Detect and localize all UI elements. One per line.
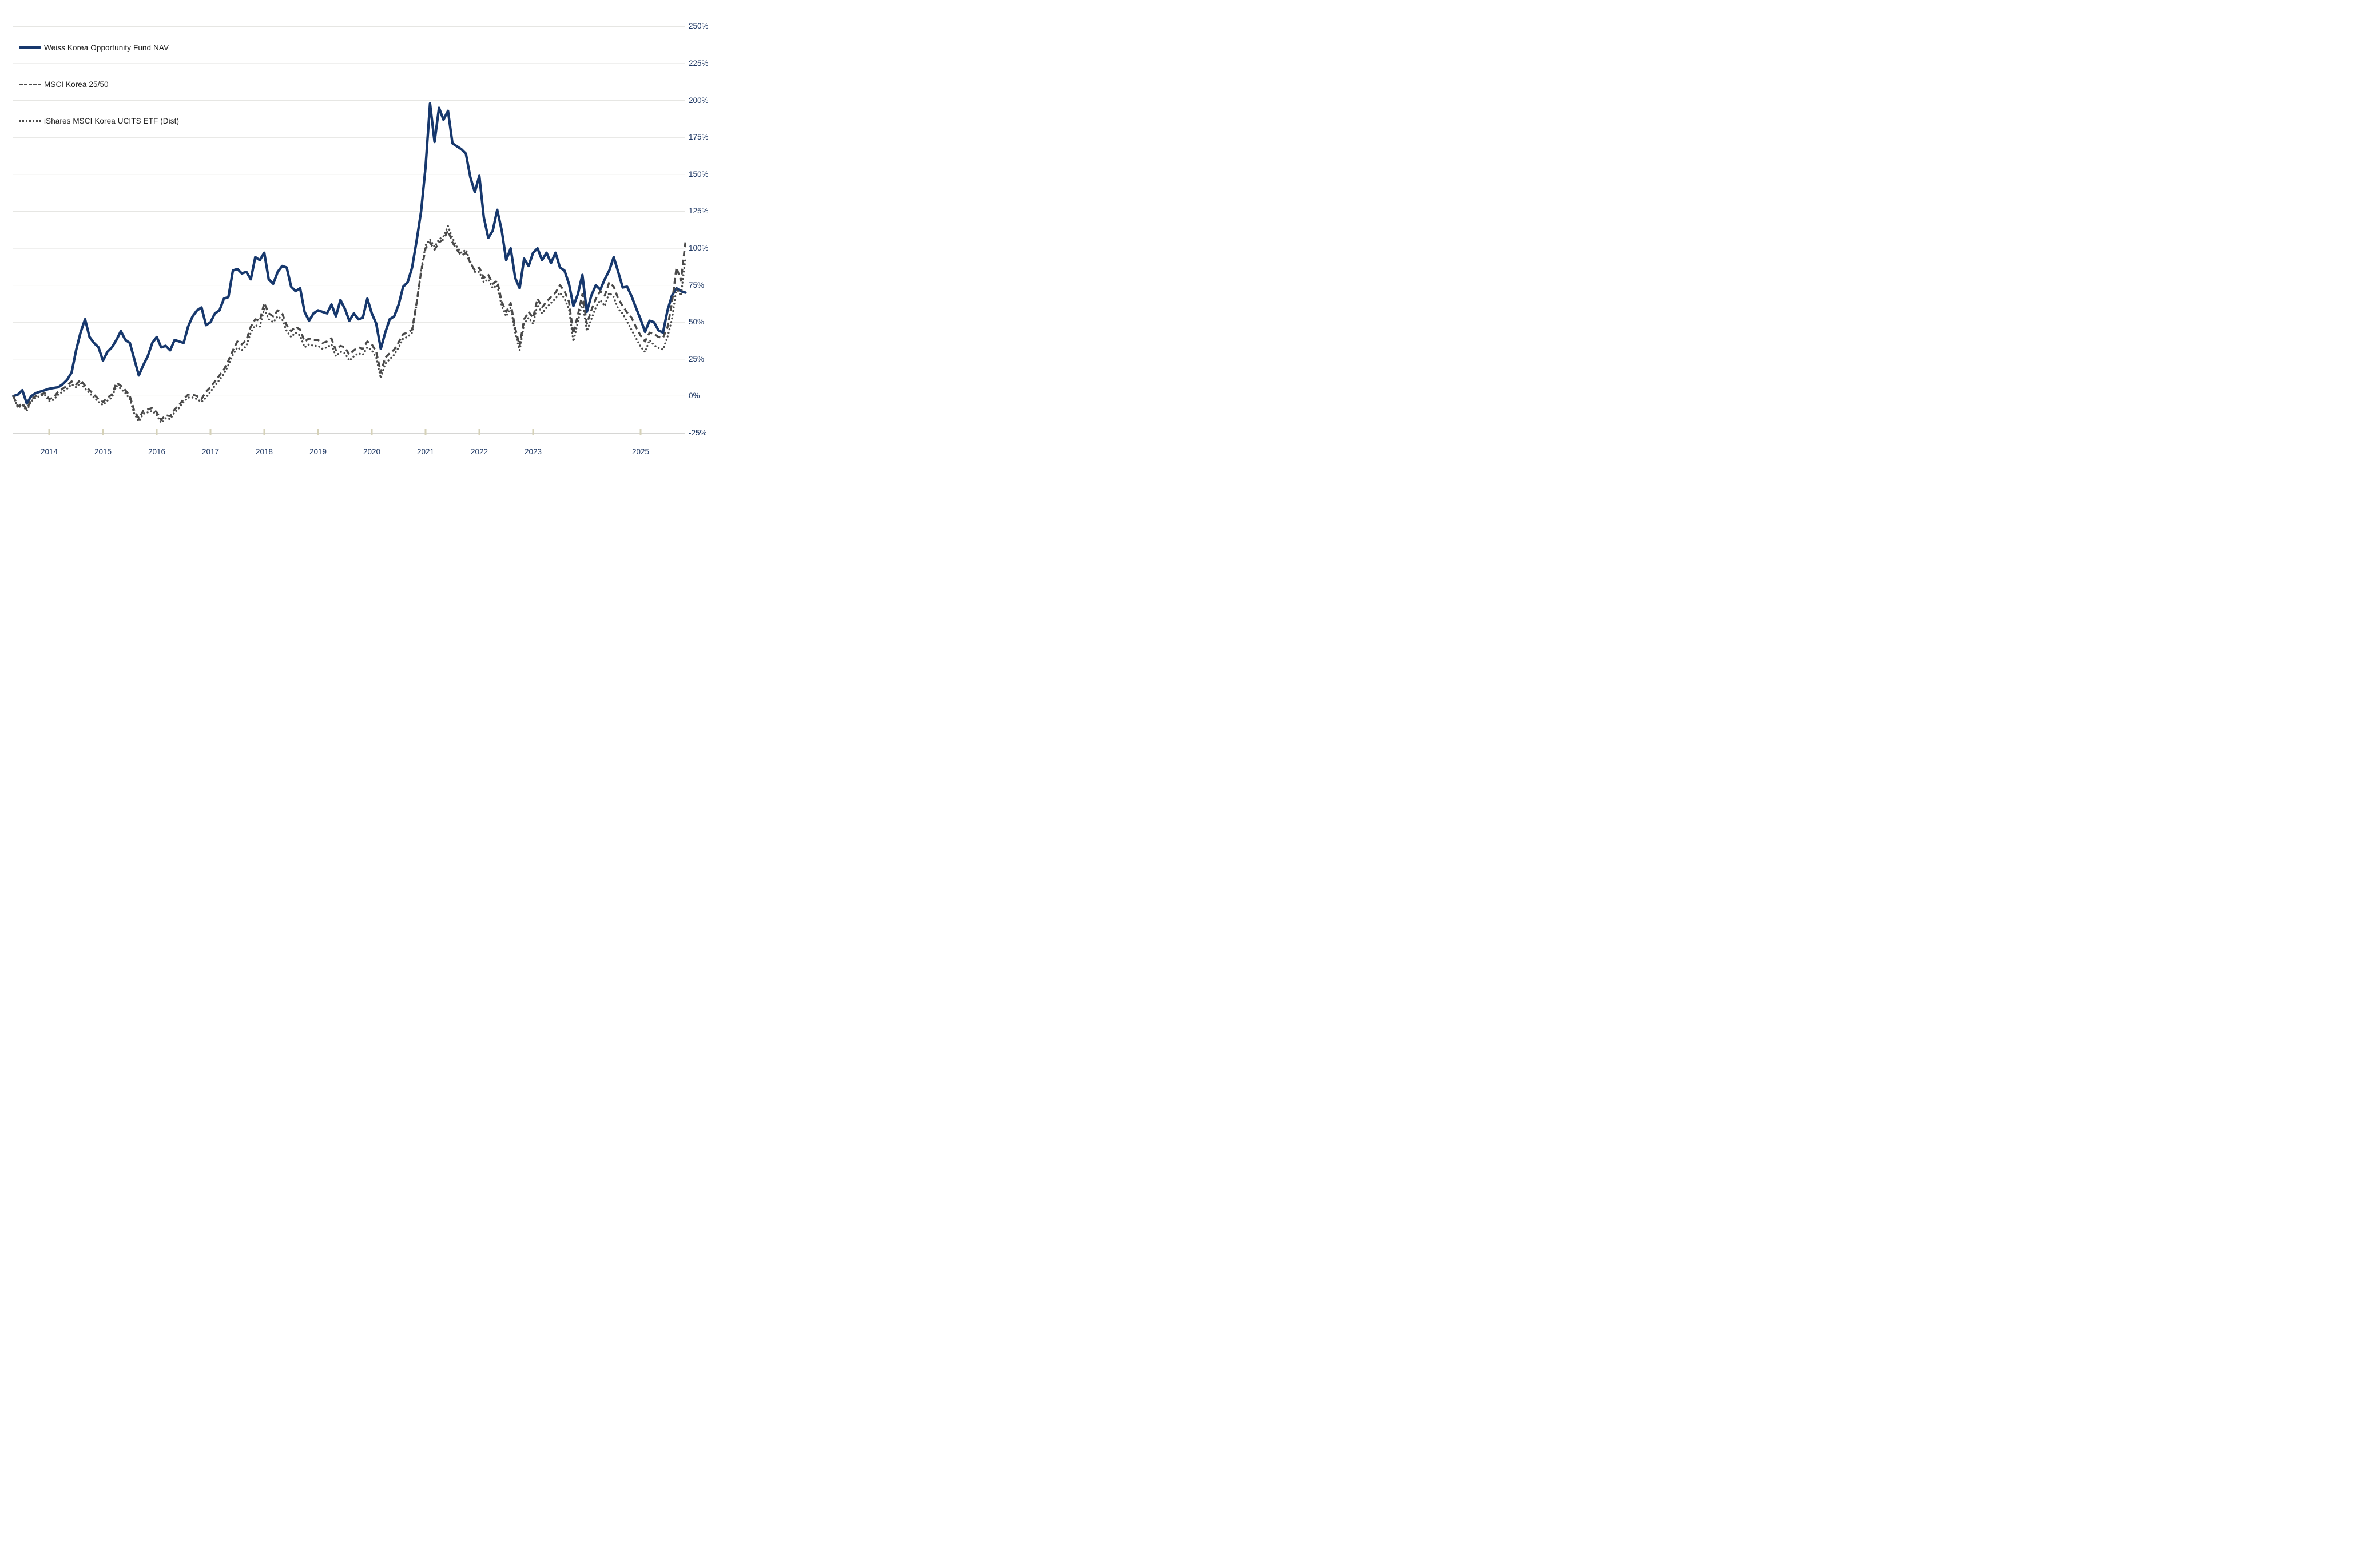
x-axis-tick-2022 <box>478 429 480 435</box>
y-axis-label-175: 175% <box>689 133 709 142</box>
y-axis-label-200: 200% <box>689 96 709 105</box>
y-axis-label-225: 225% <box>689 59 709 68</box>
performance-chart: Weiss Korea Opportunity Fund NAV MSCI Ko… <box>0 0 714 468</box>
series-msci-korea-line <box>12 229 687 421</box>
x-axis-label-2022: 2022 <box>470 447 488 456</box>
x-axis-label-2019: 2019 <box>309 447 327 456</box>
series-weiss-nav-line <box>12 102 687 405</box>
y-axis-label-100: 100% <box>689 244 709 252</box>
x-axis-tick-2015 <box>102 429 104 435</box>
x-axis-label-2023: 2023 <box>524 447 542 456</box>
y-axis-label--25: -25% <box>689 429 707 437</box>
x-axis-tick-2020 <box>371 429 373 435</box>
x-axis-tick-2021 <box>424 429 427 435</box>
x-axis-label-2021: 2021 <box>416 447 435 456</box>
y-axis-label-250: 250% <box>689 22 709 31</box>
y-axis-label-0: 0% <box>689 391 700 400</box>
x-axis-label-2025: 2025 <box>631 447 650 456</box>
x-axis-tick-2018 <box>263 429 265 435</box>
legend-label-ishares: iShares MSCI Korea UCITS ETF (Dist) <box>44 116 180 125</box>
chart-svg <box>12 26 687 435</box>
x-axis-tick-2023 <box>532 429 534 435</box>
x-axis-tick-2016 <box>156 429 158 435</box>
x-axis-tick-2017 <box>209 429 212 435</box>
y-axis-label-150: 150% <box>689 169 709 178</box>
x-axis-label-2020: 2020 <box>363 447 381 456</box>
y-axis-label-75: 75% <box>689 280 705 289</box>
y-axis-label-125: 125% <box>689 207 709 216</box>
y-axis-label-25: 25% <box>689 354 705 363</box>
x-axis-label-2018: 2018 <box>255 447 273 456</box>
legend-item-ishares: iShares MSCI Korea UCITS ETF (Dist) <box>19 113 179 128</box>
x-axis-label-2014: 2014 <box>40 447 58 456</box>
x-axis-tick-2019 <box>317 429 319 435</box>
ishares-line-swatch-icon <box>19 120 41 122</box>
x-axis-tick-2014 <box>48 429 50 435</box>
msci-line-swatch-icon <box>19 83 41 85</box>
x-axis-label-2015: 2015 <box>94 447 112 456</box>
y-axis-label-50: 50% <box>689 318 705 327</box>
chart-legend: Weiss Korea Opportunity Fund NAV MSCI Ko… <box>19 40 179 150</box>
legend-label-weiss: Weiss Korea Opportunity Fund NAV <box>44 43 169 52</box>
x-axis-label-2017: 2017 <box>201 447 220 456</box>
series-ishares-etf-line <box>12 225 687 424</box>
legend-item-weiss: Weiss Korea Opportunity Fund NAV <box>19 40 179 55</box>
weiss-line-swatch-icon <box>19 46 41 49</box>
legend-label-msci: MSCI Korea 25/50 <box>44 80 109 89</box>
x-axis-label-2016: 2016 <box>148 447 166 456</box>
x-axis-tick-2025 <box>639 429 642 435</box>
legend-item-msci: MSCI Korea 25/50 <box>19 77 179 92</box>
